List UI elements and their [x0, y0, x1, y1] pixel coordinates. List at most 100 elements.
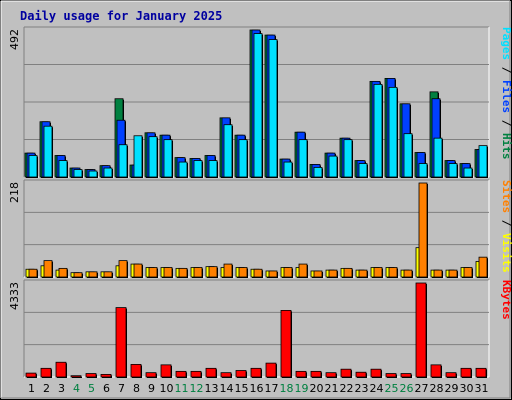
panel-visitors-bg	[24, 180, 489, 277]
bar-kbytes-day-18	[280, 309, 292, 378]
bar-pages-day-6	[103, 167, 113, 178]
bar-sites-day-7	[118, 260, 128, 278]
x-tick-day-21: 21	[325, 382, 339, 395]
bar-sites-day-12	[193, 267, 203, 278]
bar-pages-day-21	[328, 155, 338, 178]
bar-pages-day-31	[478, 145, 488, 178]
bar-kbytes-day-23	[355, 371, 367, 378]
x-tick-day-4: 4	[73, 382, 80, 395]
bar-pages-day-5	[88, 170, 98, 178]
panel-usage-legend: Pages / Files / Hits	[500, 27, 512, 160]
bar-sites-day-10	[163, 267, 173, 278]
x-tick-day-27: 27	[415, 382, 429, 395]
bar-pages-day-11	[178, 161, 188, 178]
panel-usage-ymax-label: 492	[8, 29, 21, 50]
x-tick-day-9: 9	[148, 382, 155, 395]
x-tick-day-10: 10	[160, 382, 174, 395]
bar-sites-day-8	[133, 263, 143, 278]
bar-pages-day-9	[148, 136, 158, 178]
legend-: /	[500, 213, 512, 233]
bar-kbytes-day-19	[295, 370, 307, 378]
bar-kbytes-day-24	[370, 368, 382, 378]
x-tick-day-8: 8	[133, 382, 140, 395]
bar-sites-day-14	[223, 263, 233, 278]
bar-sites-day-2	[43, 260, 53, 278]
bar-kbytes-day-30	[460, 367, 472, 378]
x-tick-day-6: 6	[103, 382, 110, 395]
x-tick-day-30: 30	[460, 382, 474, 395]
x-tick-day-22: 22	[340, 382, 354, 395]
bar-pages-day-14	[223, 124, 233, 178]
x-tick-day-12: 12	[190, 382, 204, 395]
bar-kbytes-day-11	[175, 370, 187, 378]
bar-pages-day-7	[118, 144, 128, 178]
x-tick-day-2: 2	[43, 382, 50, 395]
bar-pages-day-4	[73, 169, 83, 178]
bar-pages-day-25	[388, 86, 398, 178]
bar-kbytes-day-9	[145, 372, 157, 378]
bar-sites-day-11	[178, 267, 188, 278]
x-tick-day-11: 11	[175, 382, 189, 395]
panel-visitors: 218 Sites / Visits	[8, 179, 512, 278]
bar-pages-day-1	[28, 155, 38, 178]
bar-pages-day-2	[43, 125, 53, 178]
bar-kbytes-day-5	[85, 373, 97, 378]
bar-kbytes-day-16	[250, 367, 262, 378]
x-tick-day-15: 15	[235, 382, 249, 395]
bar-sites-day-31	[478, 256, 488, 278]
bar-sites-day-20	[313, 270, 323, 278]
bar-kbytes-day-31	[475, 367, 487, 378]
bar-kbytes-day-26	[400, 373, 412, 378]
legend-visits: Visits	[500, 233, 512, 273]
x-tick-day-25: 25	[385, 382, 399, 395]
bar-pages-day-23	[358, 163, 368, 178]
bar-pages-day-20	[313, 167, 323, 178]
bar-pages-day-15	[238, 139, 248, 178]
bar-sites-day-29	[448, 269, 458, 278]
bar-sites-day-22	[343, 267, 353, 278]
bar-kbytes-day-14	[220, 372, 232, 378]
bar-pages-day-13	[208, 160, 218, 178]
bar-sites-day-24	[373, 267, 383, 278]
x-tick-day-26: 26	[400, 382, 414, 395]
bar-pages-day-28	[433, 137, 443, 178]
bar-pages-day-18	[283, 161, 293, 178]
bar-pages-day-27	[418, 163, 428, 178]
bar-pages-day-29	[448, 163, 458, 178]
x-tick-day-16: 16	[250, 382, 264, 395]
bar-sites-day-21	[328, 269, 338, 278]
x-tick-day-5: 5	[88, 382, 95, 395]
bar-kbytes-day-3	[55, 361, 67, 378]
chart-title: Daily usage for January 2025	[20, 9, 222, 23]
bar-sites-day-16	[253, 268, 263, 278]
bar-kbytes-day-27	[415, 282, 427, 378]
bar-kbytes-day-25	[385, 373, 397, 378]
bar-kbytes-day-21	[325, 372, 337, 378]
bar-sites-day-4	[73, 272, 83, 278]
bar-pages-day-17	[268, 39, 278, 178]
bar-sites-day-13	[208, 266, 218, 278]
legend-: /	[500, 60, 512, 80]
bar-kbytes-day-13	[205, 367, 217, 378]
bar-kbytes-day-7	[115, 307, 127, 378]
x-tick-day-1: 1	[28, 382, 35, 395]
legend-pages: Pages	[500, 27, 512, 60]
x-tick-day-18: 18	[280, 382, 294, 395]
bar-sites-day-30	[463, 267, 473, 278]
panel-bytes-bg	[24, 280, 489, 377]
bar-sites-day-6	[103, 271, 113, 278]
bar-kbytes-day-28	[430, 364, 442, 378]
x-axis: 1 2 3 4 5 6 7 8 9 10 11 12 13 14 15 16 17 18 19 20 21 22 23 24 2…	[28, 382, 489, 395]
x-tick-day-20: 20	[310, 382, 324, 395]
bar-kbytes-day-1	[25, 372, 37, 378]
bar-sites-day-18	[283, 267, 293, 278]
legend-files: Files	[500, 80, 512, 113]
panel-bytes: 4333 KBytes	[8, 279, 512, 378]
panel-visitors-legend: Sites / Visits	[500, 180, 512, 273]
bar-sites-day-17	[268, 270, 278, 278]
x-tick-day-28: 28	[430, 382, 444, 395]
x-tick-day-24: 24	[370, 382, 384, 395]
x-tick-day-29: 29	[445, 382, 459, 395]
